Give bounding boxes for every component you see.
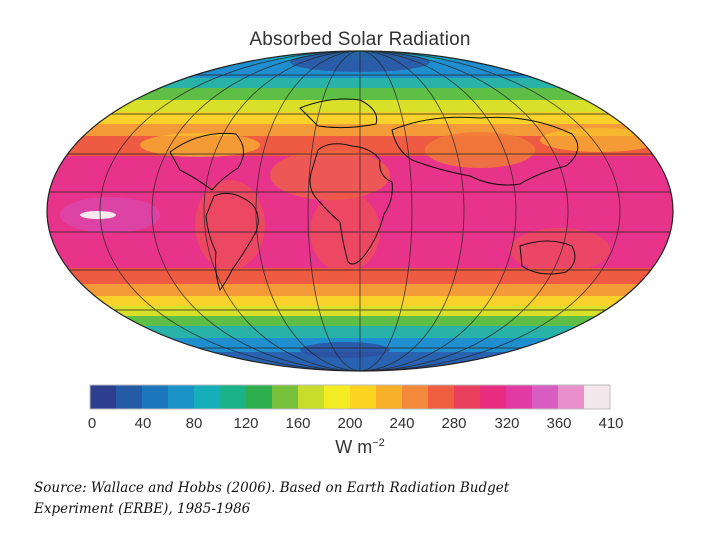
colorbar-tick-label: 200	[337, 415, 363, 432]
colorbar-outline	[89, 384, 611, 410]
colorbar-swatch	[90, 385, 117, 409]
colorbar-tick-label: 0	[87, 415, 97, 432]
colorbar-tick-label: 410	[598, 415, 624, 432]
colorbar-swatch	[558, 385, 585, 409]
colorbar-tick-label: 120	[233, 415, 259, 432]
colorbar-swatch	[480, 385, 507, 409]
map-title: Absorbed Solar Radiation	[249, 29, 471, 50]
colorbar-swatch	[454, 385, 481, 409]
colorbar-swatch	[168, 385, 195, 409]
colorbar-swatch	[532, 385, 559, 409]
source-note: Source: Wallace and Hobbs (2006). Based …	[34, 478, 674, 520]
graticule	[47, 51, 673, 371]
colorbar-swatch	[402, 385, 429, 409]
colorbar-swatch	[506, 385, 533, 409]
colorbar-tick-label: 280	[441, 415, 467, 432]
colorbar-tick-label: 240	[389, 415, 415, 432]
source-line-1: Source: Wallace and Hobbs (2006). Based …	[34, 480, 510, 496]
colorbar-tick-label: 80	[185, 415, 203, 432]
colorbar-swatch	[142, 385, 169, 409]
colorbar-swatch	[324, 385, 351, 409]
colorbar-swatch	[116, 385, 143, 409]
colorbar-swatch	[428, 385, 455, 409]
colorbar-swatch	[194, 385, 221, 409]
source-line-2: Experiment (ERBE), 1985-1986	[34, 501, 251, 517]
colorbar-swatch	[376, 385, 403, 409]
colorbar-swatch	[246, 385, 273, 409]
colorbar-tick-label: 160	[285, 415, 311, 432]
colorbar-swatch	[584, 385, 611, 409]
colorbar	[89, 384, 611, 410]
colorbar-swatch	[298, 385, 325, 409]
map-outline	[46, 50, 674, 372]
colorbar-units: W m−2	[335, 437, 385, 457]
colorbar-swatch	[220, 385, 247, 409]
coastlines	[169, 98, 579, 292]
colorbar-tick-label: 320	[494, 415, 520, 432]
colorbar-swatch	[272, 385, 299, 409]
colorbar-swatch	[350, 385, 377, 409]
colorbar-tick-label: 360	[546, 415, 572, 432]
colorbar-tick-label: 40	[134, 415, 152, 432]
